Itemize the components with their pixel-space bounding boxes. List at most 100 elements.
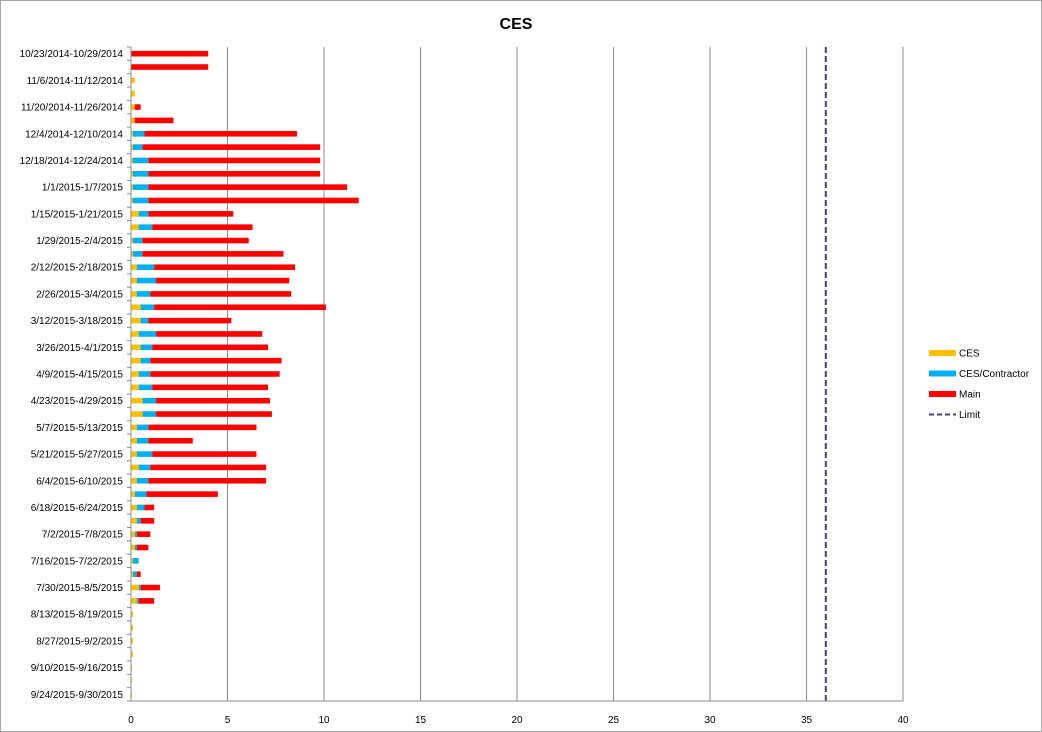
bar-series: [131, 50, 359, 698]
bar-main: [150, 371, 280, 377]
bar-ces: [131, 344, 141, 351]
y-tick-label: 7/16/2015-7/22/2015: [31, 556, 124, 567]
legend-swatch: [929, 350, 956, 356]
bar-ces: [131, 611, 133, 618]
bar-ces-contractor: [136, 477, 149, 484]
bar-ces-contractor: [138, 584, 141, 591]
bar-ces: [131, 130, 133, 137]
bar-ces: [131, 624, 133, 631]
y-tick-label: 4/23/2015-4/29/2015: [31, 396, 124, 407]
bar-main: [131, 64, 209, 70]
x-tick-label: 40: [897, 715, 909, 726]
bar-ces: [131, 237, 133, 244]
y-tick-label: 2/26/2015-3/4/2015: [36, 289, 123, 300]
bar-main: [152, 384, 269, 391]
chart-title: CES: [500, 16, 533, 33]
y-tick-label: 3/26/2015-4/1/2015: [36, 343, 123, 354]
y-tick-label: 8/13/2015-8/19/2015: [31, 610, 124, 621]
y-tick-label: 11/6/2014-11/12/2014: [27, 76, 124, 87]
x-tick-label: 35: [801, 715, 813, 726]
bar-ces-contractor: [140, 304, 155, 311]
bar-main: [131, 50, 209, 57]
bar-ces: [131, 437, 137, 444]
y-tick-label: 1/29/2015-2/4/2015: [36, 236, 123, 247]
bar-ces-contractor: [140, 344, 153, 351]
bar-ces: [131, 157, 133, 164]
legend-swatch: [929, 370, 956, 377]
y-tick-label: 12/18/2014-12/24/2014: [20, 156, 124, 167]
bar-ces: [131, 291, 137, 297]
bar-main: [148, 184, 348, 190]
x-tick-label: 15: [415, 715, 427, 726]
bar-ces-contractor: [140, 357, 151, 364]
bar-ces: [131, 304, 141, 311]
bar-main: [136, 571, 141, 578]
bar-ces: [131, 571, 133, 578]
bar-ces: [131, 144, 133, 150]
bar-ces: [131, 598, 137, 604]
bar-ces-contractor: [138, 371, 151, 377]
bar-ces-contractor: [136, 437, 149, 444]
bar-main: [140, 518, 155, 524]
bar-ces-contractor: [132, 197, 149, 204]
bar-ces: [131, 331, 139, 337]
bar-ces: [131, 451, 137, 457]
bar-main: [148, 437, 193, 444]
y-tick-label: 5/7/2015-5/13/2015: [36, 423, 123, 434]
bar-ces: [131, 397, 143, 404]
bar-ces-contractor: [136, 277, 157, 284]
bar-main: [156, 397, 270, 404]
bar-ces: [131, 544, 135, 551]
bar-main: [150, 357, 282, 364]
bar-ces-contractor: [142, 397, 157, 404]
bar-main: [136, 544, 149, 551]
bar-ces: [131, 518, 137, 524]
bar-main: [136, 531, 151, 537]
bar-ces: [131, 584, 139, 591]
bar-main: [148, 197, 359, 204]
bar-ces-contractor: [136, 264, 155, 271]
bar-ces: [131, 411, 143, 417]
y-tick-label: 11/20/2014-11/26/2014: [21, 103, 123, 114]
bar-ces-contractor: [136, 504, 145, 511]
bar-ces-contractor: [136, 518, 141, 524]
bar-main: [148, 317, 232, 324]
bar-main: [134, 117, 174, 124]
bar-main: [142, 144, 321, 150]
bar-ces-contractor: [132, 571, 137, 578]
bar-ces-contractor: [136, 598, 139, 604]
bar-ces: [131, 170, 133, 177]
legend-swatch: [929, 391, 956, 397]
bar-ces-contractor: [138, 384, 153, 391]
bar-ces: [131, 477, 137, 484]
bar-ces: [131, 90, 135, 97]
x-tick-label: 30: [704, 715, 716, 726]
bar-ces: [131, 651, 133, 658]
bar-main: [142, 251, 284, 257]
bar-main: [144, 130, 297, 137]
bar-ces-contractor: [134, 531, 137, 537]
bar-ces: [131, 384, 139, 391]
bar-main: [146, 491, 218, 497]
bar-main: [142, 237, 249, 244]
bar-main: [156, 331, 263, 337]
bar-main: [152, 451, 257, 457]
bar-ces: [131, 197, 133, 204]
bar-ces: [131, 264, 137, 271]
legend-label: CES: [959, 349, 980, 360]
y-tick-label: 10/23/2014-10/29/2014: [20, 49, 124, 60]
y-tick-label: 1/15/2015-1/21/2015: [31, 209, 124, 220]
bar-ces-contractor: [132, 170, 149, 177]
bar-ces-contractor: [136, 451, 153, 457]
grid-lines: [227, 47, 904, 701]
bar-main: [154, 264, 296, 271]
y-tick-label: 8/27/2015-9/2/2015: [36, 636, 123, 647]
x-tick-label: 0: [128, 715, 134, 726]
bar-ces: [131, 104, 135, 110]
bar-ces-contractor: [132, 237, 143, 244]
bar-main: [150, 291, 292, 297]
bar-ces: [131, 558, 133, 564]
bar-ces: [131, 211, 139, 217]
